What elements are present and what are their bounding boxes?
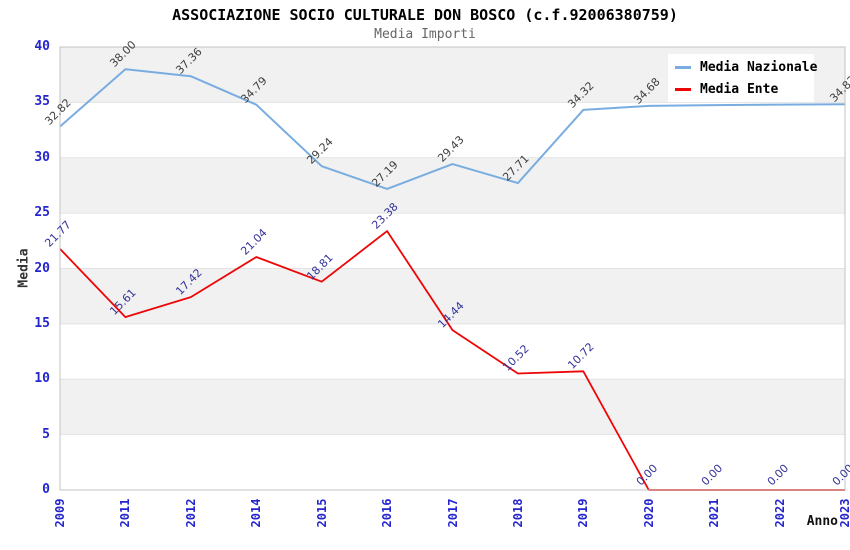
x-tick-label: 2021: [707, 498, 722, 528]
legend-item-media-nazionale: Media Nazionale: [675, 58, 818, 76]
y-tick-label: 30: [34, 149, 50, 165]
x-tick-label: 2017: [445, 498, 460, 528]
y-tick-label: 40: [34, 39, 50, 54]
x-tick-label: 2023: [838, 498, 850, 528]
x-tick-label: 2015: [314, 498, 329, 528]
legend: Media Nazionale Media Ente: [668, 54, 818, 102]
chart-title: ASSOCIAZIONE SOCIO CULTURALE DON BOSCO (…: [172, 6, 678, 24]
legend-label-media-ente: Media Ente: [700, 81, 779, 97]
legend-line-swatch-nazionale-icon: [675, 65, 691, 69]
x-tick-label: 2018: [510, 498, 525, 528]
y-tick-label: 0: [42, 482, 50, 497]
y-tick-label: 15: [34, 315, 50, 331]
x-tick-label: 2020: [641, 498, 656, 528]
legend-label-media-nazionale: Media Nazionale: [700, 59, 818, 75]
series-line-0: [59, 68, 846, 190]
y-tick-label: 25: [34, 205, 50, 221]
plot-band: [60, 157, 845, 214]
x-tick-label: 2012: [183, 498, 198, 528]
x-axis-title: Anno: [806, 514, 838, 529]
x-tick-label: 2009: [53, 498, 67, 528]
y-axis-title: Media: [16, 248, 32, 288]
legend-item-media-ente: Media Ente: [675, 80, 814, 98]
plot-border: [59, 46, 846, 491]
x-tick-label: 2014: [249, 498, 264, 528]
chart-subtitle: Media Importi: [374, 27, 476, 42]
y-tick-label: 5: [42, 426, 50, 442]
y-tick-label: 20: [34, 260, 50, 276]
x-tick-label: 2011: [118, 498, 133, 528]
y-tick-label: 10: [34, 371, 50, 387]
plot-band: [60, 379, 845, 435]
legend-line-swatch-ente-icon: [675, 87, 691, 91]
x-tick-label: 2016: [380, 498, 395, 528]
x-tick-label: 2019: [576, 498, 591, 528]
y-tick-label: 35: [34, 94, 50, 110]
